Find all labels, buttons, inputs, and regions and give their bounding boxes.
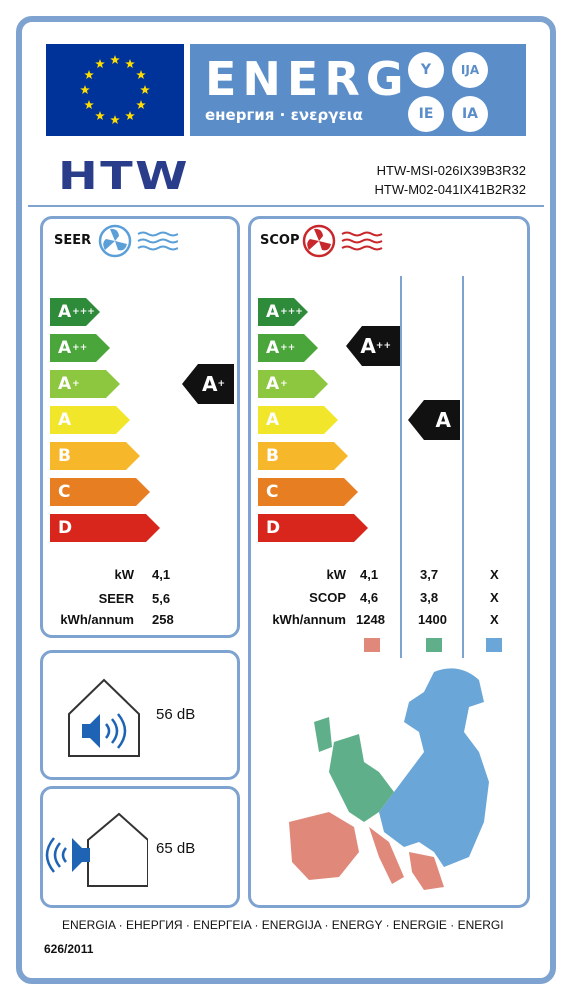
cooling-scale-letter: A [58,302,72,322]
heating-scale-bar: A + [258,370,328,398]
heating-annual-label: kWh/annum [272,612,346,627]
heating-scop-label: SCOP [309,590,346,605]
regulation-number: 626/2011 [44,942,94,956]
heating-scale-bar: A [258,406,338,434]
cooling-scale-bar: A [50,406,130,434]
eu-star-icon [84,100,94,109]
eu-flag [46,44,184,136]
cooling-annual-value: 258 [152,612,174,627]
heating-kw-label: kW [326,567,347,582]
cooling-kw-value: 4,1 [152,567,171,582]
lang-code-3: IE [408,96,444,132]
eu-star-icon [80,85,90,94]
heating-scale-letter: A [266,338,280,358]
heating-annual-warmer: 1400 [418,612,447,627]
header-divider [28,205,544,207]
scop-label: SCOP [260,233,300,248]
heating-scale-letter: B [266,446,279,466]
heating-scop-average: 4,6 [360,590,379,605]
cooling-scale-sup: +++ [72,307,95,317]
heating-warmer-rating: A [435,408,451,432]
cooling-seer-value: 5,6 [152,591,171,606]
europe-climate-map [289,668,489,890]
heating-scale-bar: C [258,478,358,506]
cooling-scale-bar: A +++ [50,298,100,326]
heating-fan-icon [302,224,383,258]
cooling-seer-label: SEER [98,591,134,606]
heating-kw-average: 4,1 [360,567,379,582]
seer-label: SEER [54,233,92,248]
heating-kw-colder: X [490,567,499,582]
heating-scale-letter: A [266,302,280,322]
brand-logo: HTW [58,154,191,198]
model-indoor: HTW-MSI-026IX39B3R32 [376,163,526,178]
cooling-rating-sup: + [217,379,225,389]
heating-column-divider-2 [462,276,464,658]
zone-colder-swatch [486,638,502,652]
zone-warmer-swatch [426,638,442,652]
heating-scale-letter: C [266,482,279,502]
eu-star-icon [84,70,94,79]
indoor-noise-value: 56 dB [156,706,196,723]
cooling-scale-bar: A + [50,370,120,398]
heating-scale-letter: A [266,374,280,394]
heating-scop-warmer: 3,8 [420,590,439,605]
lang-code-1: Y [408,52,444,88]
eu-stars-icon [80,55,150,124]
cooling-scale-letter: A [58,338,72,358]
heating-annual-average: 1248 [356,612,385,627]
cooling-scale-letter: A [58,374,72,394]
eu-star-icon [140,85,150,94]
eu-star-icon [125,111,135,120]
cooling-scale-bar: A ++ [50,334,110,362]
cooling-scale-letter: C [58,482,71,502]
heating-annual-colder: X [490,612,499,627]
cooling-scale-letter: A [58,410,72,430]
map-average-zone [314,717,394,822]
outdoor-noise-value: 65 dB [156,840,196,857]
heating-scop-colder: X [490,590,499,605]
heating-scale-sup: + [280,379,288,389]
cooling-scale-sup: ++ [72,343,88,353]
map-warmer-zone [289,812,444,890]
heating-scale-bar: D [258,514,368,542]
map-colder-zone [379,668,489,867]
outdoor-house-speaker-icon [45,812,148,887]
eu-star-icon [125,59,135,69]
energy-subtitle: енергия · ενεργεια [205,106,363,124]
eu-star-icon [95,59,105,69]
heating-column-divider-1 [400,276,402,658]
lang-code-4: IA [452,96,488,132]
model-outdoor: HTW-M02-041IX41B2R32 [374,182,527,197]
heating-scale-letter: D [266,518,281,538]
heating-scale-sup: ++ [280,343,296,353]
cooling-scale-bar: D [50,514,160,542]
lang-code-2: IJA [452,52,488,88]
footer-languages: ENERGIA · ЕНЕРГИЯ · ΕΝΕΡΓΕΙΑ · ENERGIJA … [62,918,504,932]
eu-star-icon [95,111,105,120]
heating-average-rating: A [360,334,376,358]
heating-average-rating-sup: ++ [375,341,391,351]
cooling-scale-letter: B [58,446,71,466]
cooling-kw-label: kW [114,567,135,582]
cooling-annual-label: kWh/annum [60,612,134,627]
energy-title: ENERG [205,52,410,106]
eu-star-icon [110,55,120,64]
eu-star-icon [136,70,146,79]
heating-scale-bar: B [258,442,348,470]
cooling-fan-icon [98,224,178,258]
heating-scale-letter: A [266,410,280,430]
heating-scale-sup: +++ [280,307,303,317]
cooling-rating: A [201,372,218,396]
heating-scale-bar: A ++ [258,334,318,362]
zone-average-swatch [364,638,380,652]
eu-star-icon [136,100,146,109]
eu-star-icon [110,115,120,124]
cooling-scale-bar: C [50,478,150,506]
cooling-scale-bar: B [50,442,140,470]
cooling-scale-letter: D [58,518,73,538]
cooling-scale-sup: + [72,379,80,389]
heating-kw-warmer: 3,7 [420,567,439,582]
indoor-house-speaker-icon [68,678,140,757]
